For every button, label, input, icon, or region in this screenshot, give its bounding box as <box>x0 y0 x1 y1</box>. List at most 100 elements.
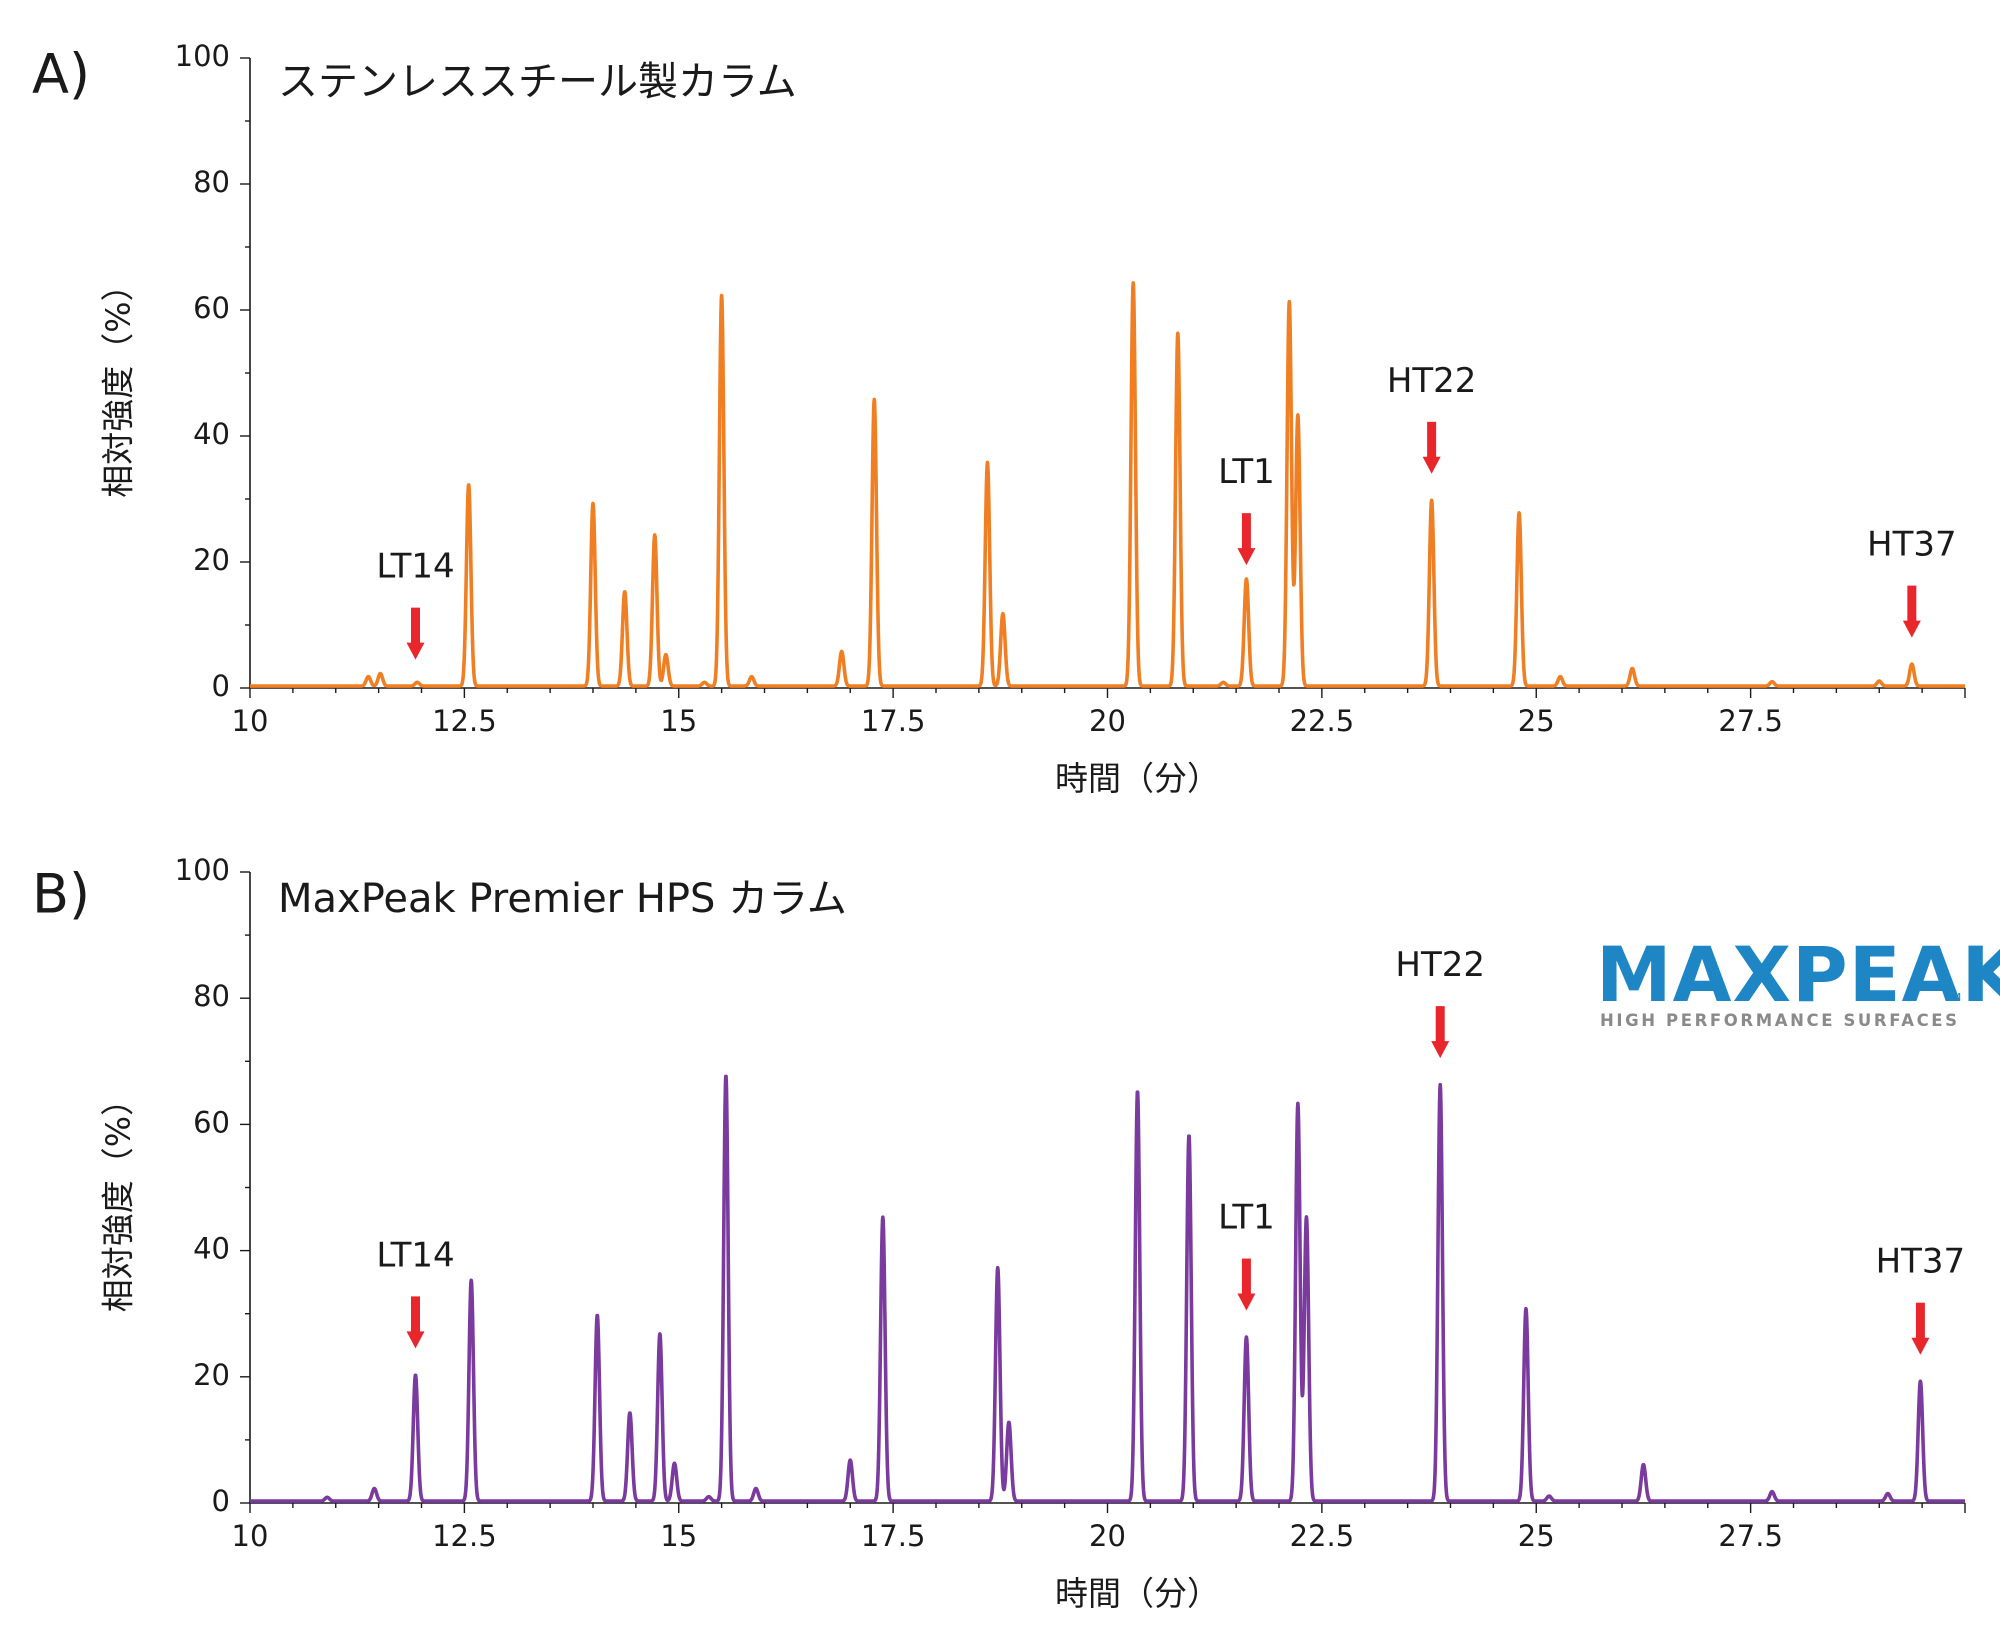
arrow-down-icon <box>406 642 425 660</box>
x-tick-label: 15 <box>660 1519 697 1553</box>
peak-point <box>720 294 724 298</box>
chromatogram-a-line <box>248 281 1967 688</box>
peak-point <box>1558 675 1562 679</box>
peak-point <box>1187 1133 1191 1137</box>
x-tick-label: 10 <box>232 704 269 738</box>
x-tick-label: 12.5 <box>432 704 497 738</box>
logo-subtitle: HIGH PERFORMANCE SURFACES <box>1600 1011 1960 1030</box>
peak-point <box>1304 1215 1308 1219</box>
annotation-label: HT37 <box>1867 525 1957 565</box>
peak-point <box>724 1073 728 1077</box>
peak-point <box>1287 300 1291 304</box>
peak-point <box>1430 498 1434 502</box>
peak-point <box>1547 1494 1551 1498</box>
chart-title: ステンレススチール製カラム <box>278 59 797 105</box>
peak-point <box>372 1486 376 1490</box>
arrow-down-icon <box>1902 620 1921 638</box>
y-tick-label: 40 <box>193 417 230 451</box>
y-tick-label: 60 <box>193 1105 230 1139</box>
annotation-label: HT22 <box>1395 945 1485 985</box>
peak-point <box>1910 662 1914 666</box>
peak-point <box>672 1461 676 1465</box>
peak-point <box>658 1332 662 1336</box>
peak-point <box>653 533 657 537</box>
arrow-shaft <box>1241 513 1251 550</box>
x-tick-label: 25 <box>1518 704 1555 738</box>
peak-point <box>1001 612 1005 616</box>
peak-point <box>1438 1083 1442 1087</box>
x-tick-label: 15 <box>660 704 697 738</box>
peak-point <box>1877 679 1881 683</box>
x-tick-label: 17.5 <box>861 704 926 738</box>
peak-point <box>595 1313 599 1317</box>
arrow-down-icon <box>1237 1293 1256 1311</box>
annotation-label: LT14 <box>376 1235 454 1275</box>
x-axis-title: 時間（分） <box>1055 759 1220 798</box>
peak-point <box>1221 680 1225 684</box>
peak-point <box>848 1458 852 1462</box>
peak-point <box>840 649 844 653</box>
peak-point <box>1517 511 1521 515</box>
peak-point <box>628 1411 632 1415</box>
arrow-shaft <box>1241 1258 1251 1295</box>
annotation-label: HT37 <box>1876 1242 1966 1282</box>
arrow-shaft <box>1435 1006 1445 1043</box>
panel-b: B) MaxPeak Premier HPS カラム 0 20 40 60 80 100 10 1… <box>32 853 1967 1613</box>
peak-point <box>591 501 595 505</box>
peak-point <box>1770 680 1774 684</box>
x-tick-label: 17.5 <box>861 1519 926 1553</box>
peak-point <box>702 680 706 684</box>
peak-point <box>1136 1089 1140 1093</box>
arrow-down-icon <box>1237 548 1256 566</box>
arrow-shaft <box>410 1296 420 1333</box>
peak-point <box>750 675 754 679</box>
x-tick-label: 22.5 <box>1290 1519 1355 1553</box>
x-tick-label: 20 <box>1089 1519 1126 1553</box>
annotation-label: LT1 <box>1218 452 1275 492</box>
y-tick-label: 100 <box>175 39 230 73</box>
y-tick-label: 0 <box>212 1484 230 1518</box>
chart-title: MaxPeak Premier HPS カラム <box>278 876 847 922</box>
y-tick-label: 20 <box>193 543 230 577</box>
annotation-lt14: LT14 <box>376 1235 455 1349</box>
arrow-shaft <box>1907 585 1917 622</box>
y-axis-title: 相対強度（%） <box>99 1083 138 1312</box>
peak-point <box>1244 1335 1248 1339</box>
peak-point <box>1296 1102 1300 1106</box>
logo-wordmark: MAXPEAK <box>1596 930 2000 1019</box>
panel-label: B) <box>32 863 90 926</box>
y-tick-label: 20 <box>193 1358 230 1392</box>
arrow-shaft <box>410 607 420 644</box>
peak-point <box>1918 1379 1922 1383</box>
y-tick-label: 80 <box>193 979 230 1013</box>
x-tick-label: 20 <box>1089 704 1126 738</box>
peak-point <box>467 483 471 487</box>
peak-point <box>985 460 989 464</box>
annotation-label: HT22 <box>1387 361 1477 401</box>
y-tick-label: 100 <box>175 853 230 887</box>
x-tick-label: 22.5 <box>1290 704 1355 738</box>
y-tick-label: 0 <box>212 669 230 703</box>
annotation-lt1: LT1 <box>1218 1198 1275 1311</box>
peak-point <box>872 397 876 401</box>
y-axis-title: 相対強度（%） <box>99 268 138 497</box>
x-tick-label: 27.5 <box>1718 1519 1783 1553</box>
annotation-label: LT14 <box>376 547 454 587</box>
peak-point <box>325 1495 329 1499</box>
peak-point <box>1176 331 1180 335</box>
arrow-shaft <box>1427 421 1437 458</box>
x-axis-title: 時間（分） <box>1055 1574 1220 1613</box>
peak-point <box>1886 1492 1890 1496</box>
y-tick-label: 60 <box>193 291 230 325</box>
panel-label: A) <box>32 43 90 106</box>
arrow-down-icon <box>1911 1337 1930 1355</box>
peak-point <box>1296 413 1300 417</box>
arrow-shaft <box>1915 1302 1925 1339</box>
peak-point <box>1630 666 1634 670</box>
peak-point <box>1244 577 1248 581</box>
peak-point <box>469 1278 473 1282</box>
arrow-down-icon <box>1431 1041 1450 1059</box>
